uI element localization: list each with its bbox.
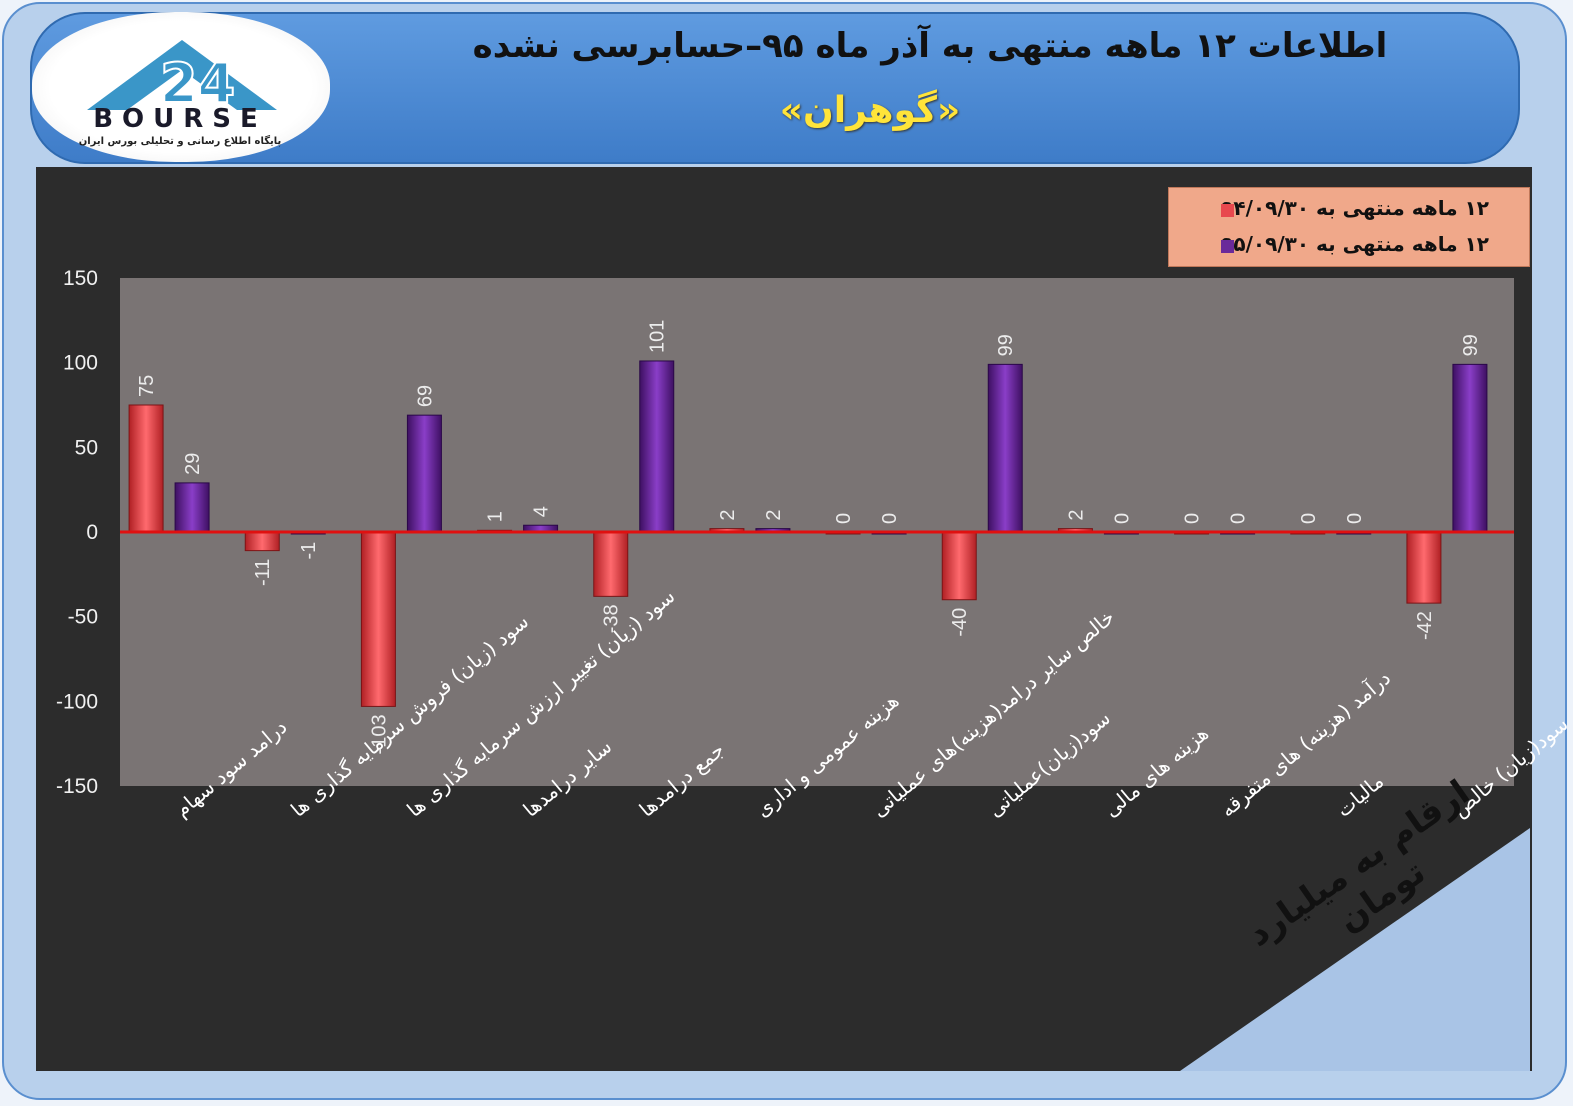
legend-item-2: ۱۲ ماهه منتهی به ۹۵/۰۹/۳۰ [1221, 232, 1489, 262]
legend-item-1: ۱۲ ماهه منتهی به ۹۴/۰۹/۳۰ [1221, 196, 1489, 226]
chart-legend: ۱۲ ماهه منتهی به ۹۴/۰۹/۳۰ ۱۲ ماهه منتهی … [1168, 187, 1530, 267]
chart-title: اطلاعات ۱۲ ماهه منتهی به آذر ماه ۹۵–حساب… [472, 26, 1388, 66]
legend-swatch-2 [1221, 240, 1234, 253]
legend-swatch-1 [1221, 204, 1234, 217]
svg-text:24: 24 [160, 52, 235, 115]
legend-label-1: ۱۲ ماهه منتهی به ۹۴/۰۹/۳۰ [1221, 196, 1489, 220]
logo: 24 [32, 12, 330, 162]
logo-tagline: پایگاه اطلاع رسانی و تحلیلی بورس ایران [78, 136, 282, 147]
company-name: «گوهران» [779, 90, 961, 131]
logo-mark-icon: 24 [87, 40, 277, 116]
logo-wordmark: BOURSE [93, 104, 267, 134]
legend-label-2: ۱۲ ماهه منتهی به ۹۵/۰۹/۳۰ [1221, 232, 1489, 256]
